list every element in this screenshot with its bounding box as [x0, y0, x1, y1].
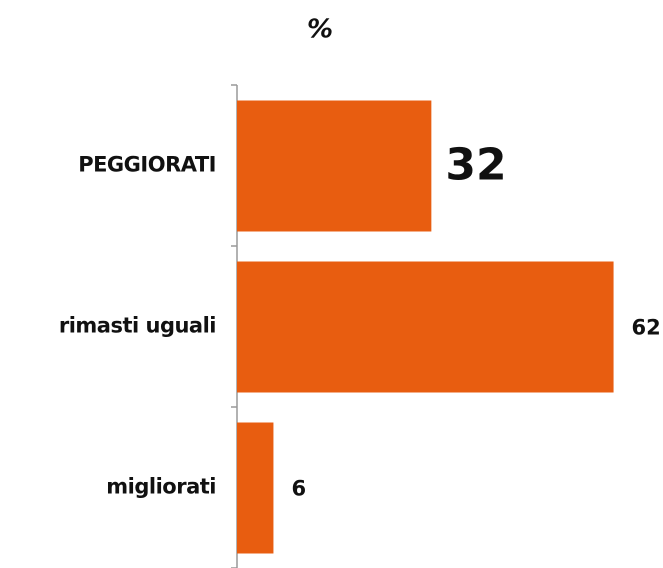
category-label: PEGGIORATI — [78, 153, 216, 177]
value-label: 32 — [445, 140, 506, 191]
value-label: 62 — [632, 316, 661, 340]
bar — [237, 261, 614, 393]
value-label: 6 — [291, 477, 306, 501]
category-label: migliorati — [106, 475, 216, 499]
bar — [237, 422, 274, 554]
chart-title: % — [307, 15, 333, 45]
bar — [237, 100, 432, 232]
category-label: rimasti uguali — [59, 314, 216, 338]
